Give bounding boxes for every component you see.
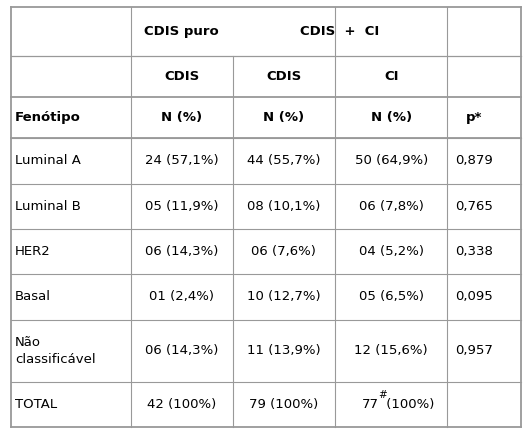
Text: 0,095: 0,095 — [455, 290, 493, 303]
Text: 0,338: 0,338 — [455, 245, 493, 258]
Text: 05 (11,9%): 05 (11,9%) — [145, 200, 219, 213]
Text: Basal: Basal — [15, 290, 51, 303]
Text: 08 (10,1%): 08 (10,1%) — [247, 200, 321, 213]
Text: Luminal B: Luminal B — [15, 200, 81, 213]
Text: 06 (7,8%): 06 (7,8%) — [359, 200, 423, 213]
Text: 12 (15,6%): 12 (15,6%) — [354, 344, 428, 357]
Text: N (%): N (%) — [161, 111, 202, 124]
Text: 79 (100%): 79 (100%) — [250, 398, 319, 411]
Text: 44 (55,7%): 44 (55,7%) — [247, 155, 321, 168]
Text: 0,765: 0,765 — [455, 200, 493, 213]
Text: 24 (57,1%): 24 (57,1%) — [145, 155, 219, 168]
Text: 50 (64,9%): 50 (64,9%) — [354, 155, 428, 168]
Text: TOTAL: TOTAL — [15, 398, 57, 411]
Text: 11 (13,9%): 11 (13,9%) — [247, 344, 321, 357]
Text: 05 (6,5%): 05 (6,5%) — [359, 290, 423, 303]
Text: 04 (5,2%): 04 (5,2%) — [359, 245, 423, 258]
Text: 06 (14,3%): 06 (14,3%) — [145, 245, 219, 258]
Text: CDIS: CDIS — [266, 70, 302, 83]
Text: 77: 77 — [362, 398, 379, 411]
Text: 06 (7,6%): 06 (7,6%) — [252, 245, 317, 258]
Text: 10 (12,7%): 10 (12,7%) — [247, 290, 321, 303]
Text: CDIS puro: CDIS puro — [144, 25, 219, 38]
Text: (100%): (100%) — [381, 398, 434, 411]
Text: 01 (2,4%): 01 (2,4%) — [149, 290, 214, 303]
Text: #: # — [378, 390, 387, 400]
Text: 42 (100%): 42 (100%) — [147, 398, 217, 411]
Text: 06 (14,3%): 06 (14,3%) — [145, 344, 219, 357]
Text: Luminal A: Luminal A — [15, 155, 81, 168]
Text: 0,957: 0,957 — [455, 344, 493, 357]
Text: CDIS: CDIS — [164, 70, 200, 83]
Text: HER2: HER2 — [15, 245, 51, 258]
Text: 0,879: 0,879 — [455, 155, 493, 168]
Text: N (%): N (%) — [263, 111, 304, 124]
Text: Fenótipo: Fenótipo — [15, 111, 81, 124]
Text: CI: CI — [384, 70, 398, 83]
Text: CDIS  +  CI: CDIS + CI — [301, 25, 380, 38]
Text: Não
classificável: Não classificável — [15, 336, 96, 366]
Text: N (%): N (%) — [371, 111, 412, 124]
Text: p*: p* — [466, 111, 483, 124]
